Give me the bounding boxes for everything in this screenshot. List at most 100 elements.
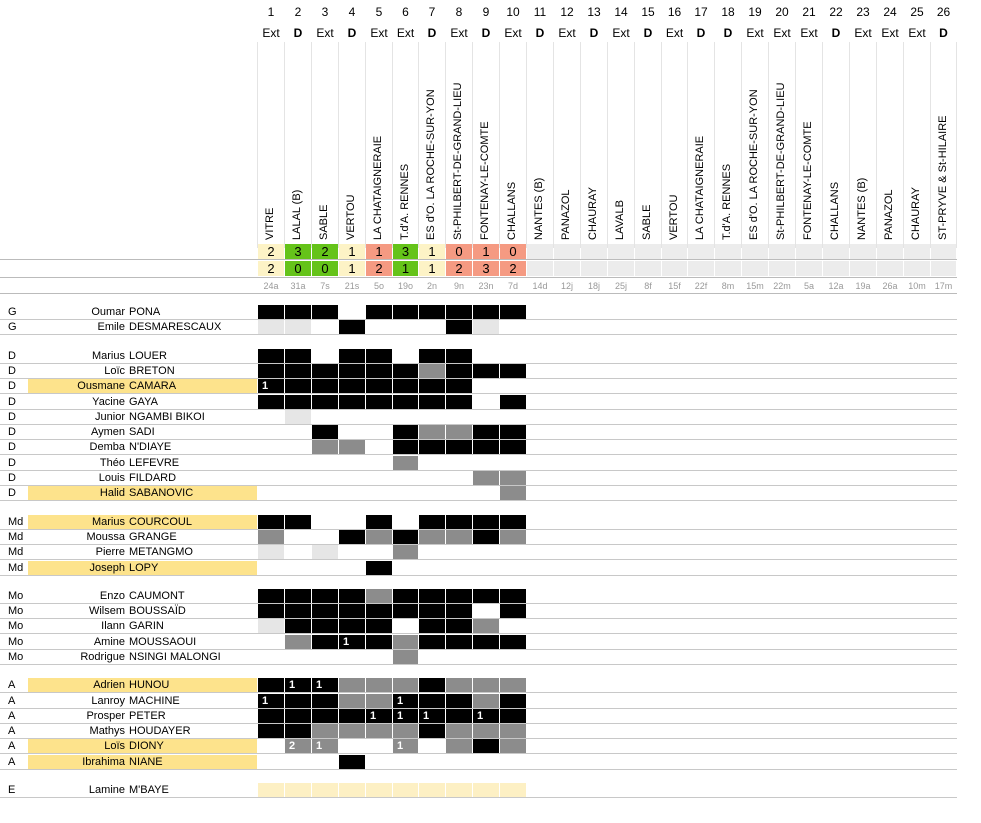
appearance-cell[interactable] xyxy=(339,694,365,708)
appearance-cell[interactable] xyxy=(419,425,445,439)
appearance-cell[interactable] xyxy=(446,635,472,649)
appearance-cell[interactable] xyxy=(393,456,418,470)
appearance-cell[interactable] xyxy=(285,783,311,797)
player-row[interactable] xyxy=(0,619,957,634)
appearance-cell[interactable] xyxy=(339,783,365,797)
opponent-header[interactable]: VERTOU xyxy=(668,44,682,244)
appearance-cell[interactable] xyxy=(446,739,472,753)
opponent-header[interactable]: VITRE xyxy=(264,44,278,244)
appearance-cell[interactable] xyxy=(312,709,338,723)
appearance-cell[interactable] xyxy=(393,305,418,319)
appearance-cell[interactable] xyxy=(285,619,311,633)
appearance-cell[interactable] xyxy=(473,694,499,708)
opponent-header[interactable]: NANTES (B) xyxy=(533,44,547,244)
goal-count[interactable]: 1 xyxy=(339,635,365,649)
appearance-cell[interactable] xyxy=(393,783,418,797)
appearance-cell[interactable] xyxy=(258,604,284,618)
goal-count[interactable]: 1 xyxy=(473,709,499,723)
player-row[interactable] xyxy=(0,440,957,455)
opponent-header[interactable]: CHALLANS xyxy=(829,44,843,244)
appearance-cell[interactable] xyxy=(285,395,311,409)
appearance-cell[interactable] xyxy=(312,395,338,409)
opponent-header[interactable]: St-PHILBERT-DE-GRAND-LIEU xyxy=(775,44,789,244)
appearance-cell[interactable] xyxy=(339,709,365,723)
opponent-header[interactable]: LALAL (B) xyxy=(291,44,305,244)
appearance-cell[interactable] xyxy=(312,783,338,797)
appearance-cell[interactable] xyxy=(473,635,499,649)
player-row[interactable] xyxy=(0,349,957,364)
appearance-cell[interactable] xyxy=(446,305,472,319)
appearance-cell[interactable] xyxy=(366,561,392,575)
appearance-cell[interactable] xyxy=(339,379,365,393)
appearance-cell[interactable] xyxy=(312,604,338,618)
opponent-header[interactable]: PANAZOL xyxy=(883,44,897,244)
player-row[interactable] xyxy=(0,589,957,604)
opponent-header[interactable]: CHAURAY xyxy=(910,44,924,244)
appearance-cell[interactable] xyxy=(339,604,365,618)
opponent-header[interactable]: LAVALB xyxy=(614,44,628,244)
appearance-cell[interactable] xyxy=(473,783,499,797)
appearance-cell[interactable] xyxy=(366,589,392,603)
appearance-cell[interactable] xyxy=(473,515,499,529)
appearance-cell[interactable] xyxy=(339,530,365,544)
appearance-cell[interactable] xyxy=(446,604,472,618)
appearance-cell[interactable] xyxy=(258,349,284,363)
appearance-cell[interactable] xyxy=(500,425,526,439)
player-row[interactable] xyxy=(0,755,957,770)
player-row[interactable] xyxy=(0,694,957,709)
appearance-cell[interactable] xyxy=(500,395,526,409)
appearance-cell[interactable] xyxy=(393,724,418,738)
appearance-cell[interactable] xyxy=(285,724,311,738)
appearance-cell[interactable] xyxy=(473,619,499,633)
opponent-header[interactable]: FONTENAY-LE-COMTE xyxy=(479,44,493,244)
goal-count[interactable]: 1 xyxy=(393,709,418,723)
appearance-cell[interactable] xyxy=(446,530,472,544)
appearance-cell[interactable] xyxy=(419,440,445,454)
player-row[interactable] xyxy=(0,379,957,394)
opponent-header[interactable]: SABLE xyxy=(641,44,655,244)
appearance-cell[interactable] xyxy=(312,425,338,439)
appearance-cell[interactable] xyxy=(473,739,499,753)
appearance-cell[interactable] xyxy=(419,694,445,708)
player-row[interactable] xyxy=(0,486,957,501)
player-row[interactable] xyxy=(0,364,957,379)
appearance-cell[interactable] xyxy=(393,650,418,664)
appearance-cell[interactable] xyxy=(258,305,284,319)
appearance-cell[interactable] xyxy=(258,619,284,633)
opponent-header[interactable]: St-PHILBERT-DE-GRAND-LIEU xyxy=(452,44,466,244)
appearance-cell[interactable] xyxy=(419,305,445,319)
appearance-cell[interactable] xyxy=(500,530,526,544)
appearance-cell[interactable] xyxy=(258,530,284,544)
goal-count[interactable]: 2 xyxy=(285,739,311,753)
appearance-cell[interactable] xyxy=(339,395,365,409)
appearance-cell[interactable] xyxy=(393,425,418,439)
appearance-cell[interactable] xyxy=(285,410,311,424)
appearance-cell[interactable] xyxy=(446,589,472,603)
appearance-cell[interactable] xyxy=(312,364,338,378)
appearance-cell[interactable] xyxy=(339,724,365,738)
appearance-cell[interactable] xyxy=(366,604,392,618)
appearance-cell[interactable] xyxy=(339,364,365,378)
appearance-cell[interactable] xyxy=(366,678,392,692)
appearance-cell[interactable] xyxy=(500,635,526,649)
appearance-cell[interactable] xyxy=(419,364,445,378)
goal-count[interactable]: 1 xyxy=(393,694,418,708)
appearance-cell[interactable] xyxy=(473,440,499,454)
appearance-cell[interactable] xyxy=(446,783,472,797)
appearance-cell[interactable] xyxy=(258,709,284,723)
appearance-cell[interactable] xyxy=(285,364,311,378)
appearance-cell[interactable] xyxy=(366,379,392,393)
appearance-cell[interactable] xyxy=(446,440,472,454)
appearance-cell[interactable] xyxy=(393,589,418,603)
appearance-cell[interactable] xyxy=(393,395,418,409)
appearance-cell[interactable] xyxy=(393,364,418,378)
appearance-cell[interactable] xyxy=(393,530,418,544)
player-row[interactable] xyxy=(0,783,957,798)
appearance-cell[interactable] xyxy=(446,709,472,723)
appearance-cell[interactable] xyxy=(312,440,338,454)
appearance-cell[interactable] xyxy=(446,694,472,708)
appearance-cell[interactable] xyxy=(366,349,392,363)
appearance-cell[interactable] xyxy=(366,724,392,738)
appearance-cell[interactable] xyxy=(339,678,365,692)
appearance-cell[interactable] xyxy=(312,724,338,738)
